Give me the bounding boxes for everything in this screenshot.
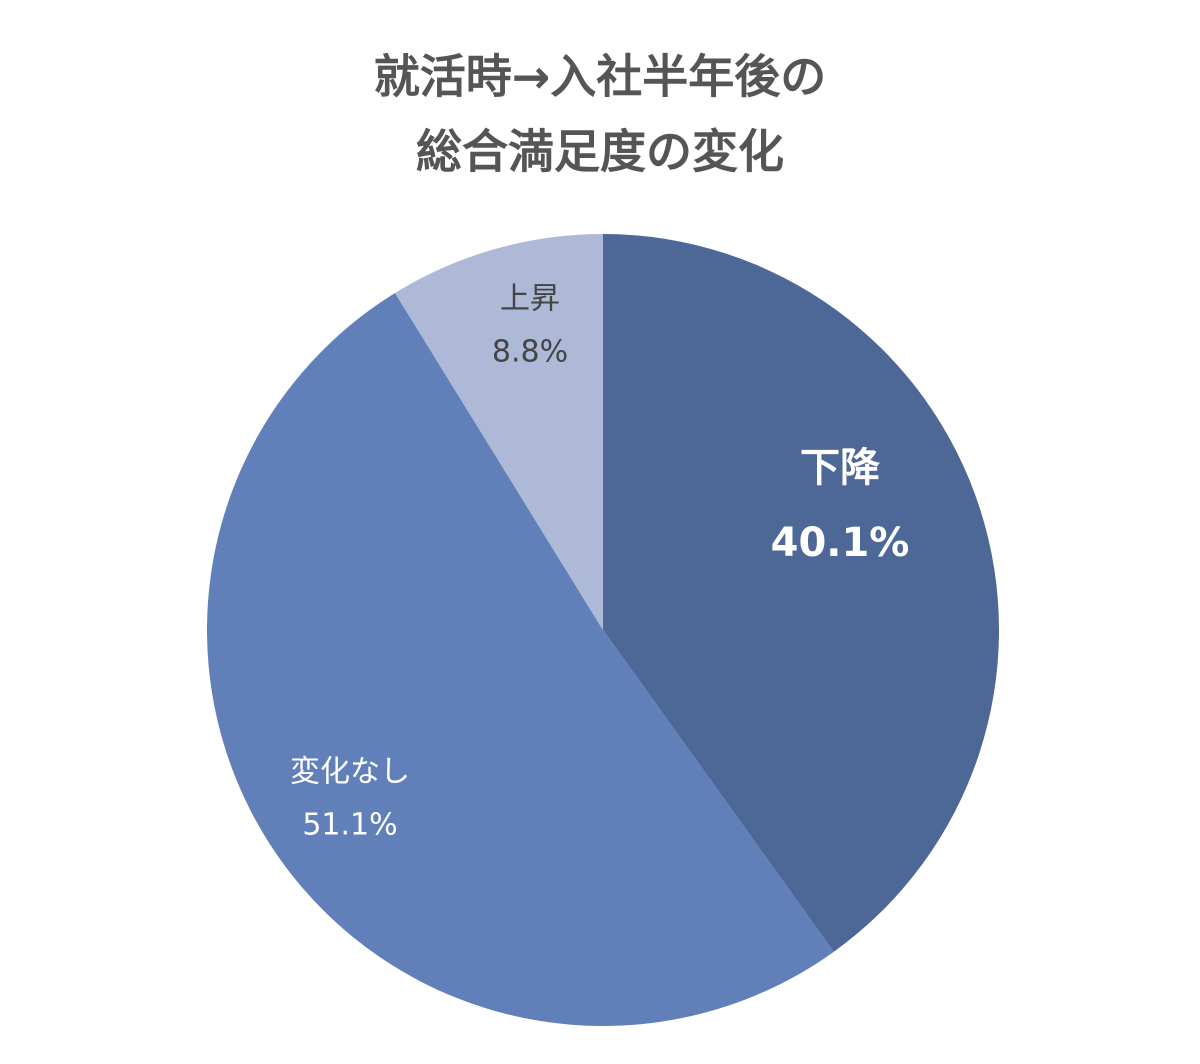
pie-slice xyxy=(395,234,603,630)
slice-label: 上昇 xyxy=(500,282,560,317)
value-label: 8.8% xyxy=(492,335,568,370)
pie-slice xyxy=(206,293,834,1026)
slice-label: 下降 xyxy=(800,445,880,491)
pie-slice xyxy=(603,234,999,952)
chart-title: 総合満足度の変化 xyxy=(416,125,784,179)
value-label: 40.1% xyxy=(771,520,910,566)
value-label: 51.1% xyxy=(302,808,397,843)
chart-title: 就活時→入社半年後の xyxy=(374,50,827,104)
slice-label: 変化なし xyxy=(290,755,410,790)
